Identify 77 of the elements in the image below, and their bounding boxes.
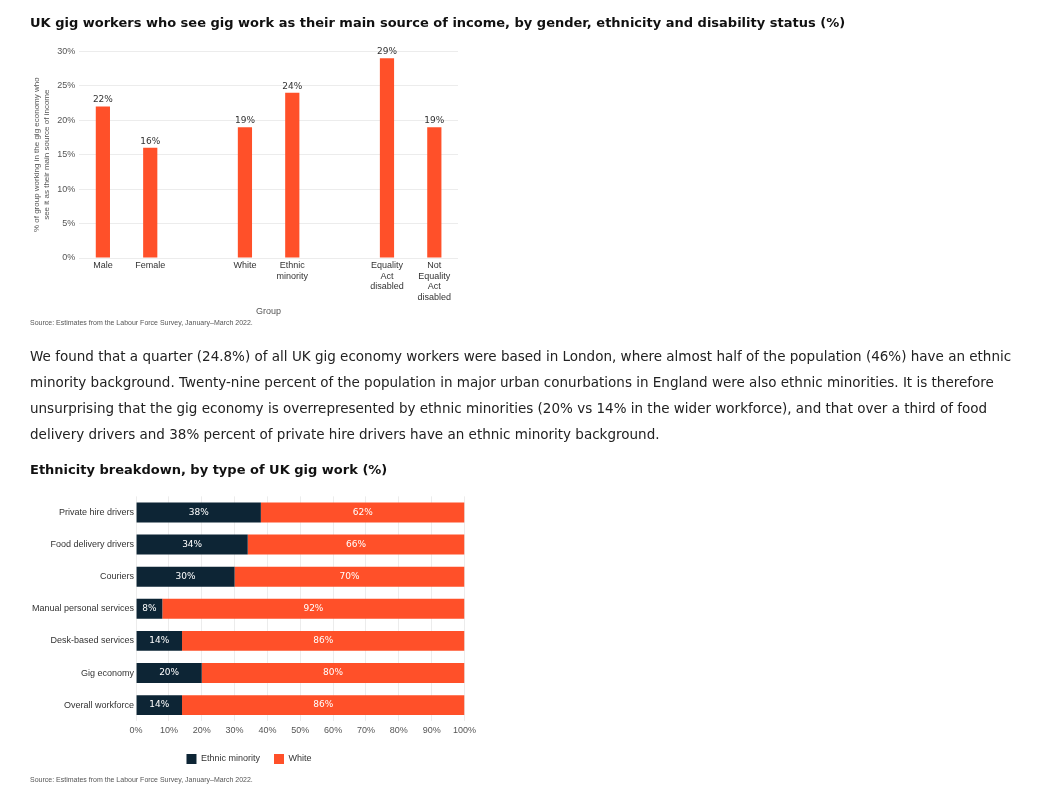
bar xyxy=(182,695,465,716)
y-tick-label: 25% xyxy=(57,80,76,91)
bar xyxy=(182,630,465,651)
data-label: 22% xyxy=(92,94,114,105)
bar xyxy=(136,534,248,555)
bar xyxy=(143,147,158,258)
x-tick-label: White xyxy=(233,259,257,270)
text: We found that a quarter (24.8%) of all UK gig economy workers were based in London, where almost half of the population (46%) have an ethnic minority background. Twenty-nine percent of the population in major urban conurbations in England were also ethnic minorities. It is therefore unsurprising that the gig economy is overrepresented by ethnic minorities (20% vs 14% in the wider workforce), and that over a third of food delivery drivers and 38% percent of private hire drivers have an ethnic minority background. xyxy=(30,347,1013,444)
data-label: 86% xyxy=(313,635,334,646)
legend-label: White xyxy=(288,753,312,764)
data-label: 29% xyxy=(376,46,398,57)
x-tick-label: 40% xyxy=(258,725,277,736)
data-label: 14% xyxy=(149,699,170,710)
bar xyxy=(247,534,465,555)
y-tick-label: Manual personal services xyxy=(31,603,135,614)
legend-label: Ethnic minority xyxy=(200,753,261,764)
x-tick-label: 0% xyxy=(129,725,143,736)
bar xyxy=(136,502,261,523)
data-label: 8% xyxy=(142,603,158,614)
data-label: 66% xyxy=(346,538,367,549)
data-label: 14% xyxy=(149,635,170,646)
data-label: 24% xyxy=(282,80,303,91)
bar xyxy=(136,630,183,651)
x-tick-label: 20% xyxy=(192,725,211,736)
y-tick-label: Desk-based services xyxy=(50,635,135,646)
y-tick-label: 5% xyxy=(62,218,76,229)
x-tick-label: 10% xyxy=(159,725,178,736)
y-axis-title: % of group working in the gig economy who see it as their main source of income xyxy=(32,76,51,233)
x-tick-label: 100% xyxy=(452,725,477,736)
y-tick-label: 15% xyxy=(57,149,76,160)
x-tick-label: 30% xyxy=(225,725,244,736)
x-tick-label: 50% xyxy=(291,725,310,736)
y-tick-label: 30% xyxy=(57,45,76,56)
x-tick-label: 60% xyxy=(324,725,343,736)
bar xyxy=(136,566,235,587)
y-tick-label: 10% xyxy=(57,183,76,194)
x-tick-label: Female xyxy=(135,259,166,270)
x-tick-label: 80% xyxy=(389,725,408,736)
bar xyxy=(260,502,465,523)
data-label: 20% xyxy=(159,667,180,678)
bar xyxy=(201,663,465,683)
y-tick-label: Overall workforce xyxy=(64,699,135,710)
data-label: 70% xyxy=(339,571,360,582)
bar xyxy=(136,663,202,683)
bar xyxy=(285,92,300,258)
bar xyxy=(136,695,183,716)
x-tick-label: 90% xyxy=(422,725,441,736)
x-tick-label: Male xyxy=(93,259,113,270)
bar xyxy=(95,106,110,258)
bar xyxy=(234,566,465,587)
chart-title: Ethnicity breakdown, by type of UK gig work (%) xyxy=(30,462,389,477)
data-label: 80% xyxy=(323,667,344,678)
chart-title: UK gig workers who see gig work as their main source of income, by gender, ethnicity and disability status (%) xyxy=(30,15,846,30)
data-label: 19% xyxy=(424,115,445,125)
bar xyxy=(237,127,253,258)
x-tick-label: Equality Act disabled xyxy=(370,259,404,292)
x-tick-label: Ethnic minority xyxy=(276,259,309,281)
x-tick-label: 70% xyxy=(356,725,375,736)
y-tick-label: Private hire drivers xyxy=(59,506,135,517)
x-tick-label: Not Equality Act disabled xyxy=(417,259,452,303)
data-label: 86% xyxy=(313,699,334,710)
x-axis-title: Group xyxy=(256,306,282,317)
y-tick-label: Couriers xyxy=(100,571,135,582)
data-label: 62% xyxy=(352,506,374,517)
y-tick-label: 0% xyxy=(62,252,76,263)
y-tick-label: Food delivery drivers xyxy=(50,539,135,550)
bar xyxy=(427,127,442,258)
data-label: 34% xyxy=(182,538,203,549)
data-label: 30% xyxy=(175,571,197,582)
data-label: 16% xyxy=(140,135,161,146)
bar xyxy=(379,58,395,258)
data-label: 19% xyxy=(234,115,256,125)
bar xyxy=(162,598,465,619)
data-label: 92% xyxy=(303,603,324,614)
y-tick-label: Gig economy xyxy=(81,667,135,678)
y-tick-label: 20% xyxy=(57,114,76,125)
data-label: 38% xyxy=(188,506,210,517)
